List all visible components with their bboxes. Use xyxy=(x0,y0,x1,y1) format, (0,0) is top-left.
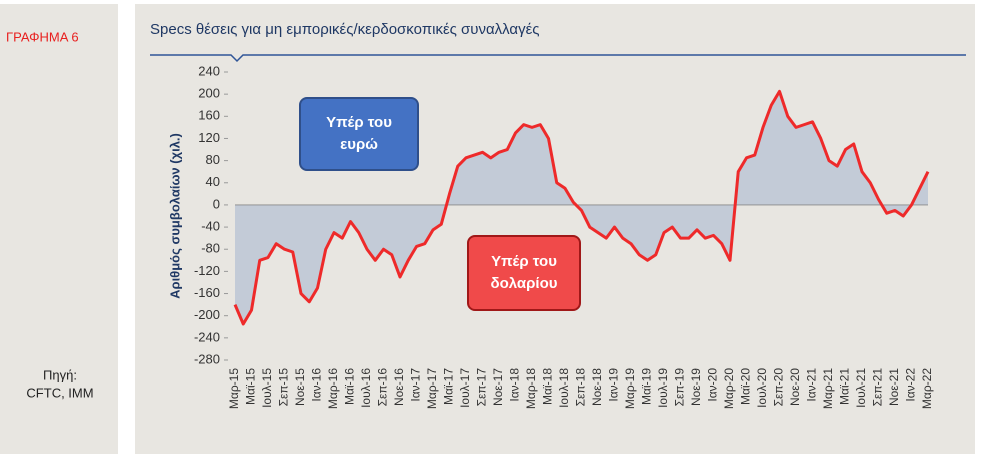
x-tick-label: Μαϊ-21 xyxy=(838,368,852,405)
y-tick-label: 240 xyxy=(198,63,220,78)
x-tick-label: Νοε-19 xyxy=(689,368,703,406)
x-tick-label: Ιαν-18 xyxy=(508,368,522,402)
x-tick-label: Μαϊ-20 xyxy=(739,368,753,405)
annotation-text: δολαρίου xyxy=(491,275,558,292)
annotation-text: Υπέρ του xyxy=(491,253,557,270)
annotation-box xyxy=(467,235,581,311)
x-tick-label: Νοε-18 xyxy=(590,368,604,406)
x-tick-label: Σεπ-19 xyxy=(673,368,687,407)
annotation-text: ευρώ xyxy=(340,136,378,153)
title-rule xyxy=(150,54,966,63)
y-tick-label: 80 xyxy=(206,152,220,167)
y-tick-label: -40 xyxy=(201,219,220,234)
x-tick-label: Μαϊ-17 xyxy=(442,368,456,405)
y-tick-label: -280 xyxy=(194,351,220,366)
x-tick-label: Σεπ-17 xyxy=(475,368,489,407)
x-tick-label: Ιουλ-21 xyxy=(854,368,868,408)
y-tick-label: 200 xyxy=(198,86,220,101)
source: CFTC, IMM xyxy=(26,385,93,400)
y-tick-label: 40 xyxy=(206,174,220,189)
x-tick-label: Μαϊ-15 xyxy=(244,368,258,405)
area xyxy=(235,91,928,324)
x-tick-label: Ιουλ-17 xyxy=(458,368,472,408)
x-tick-label: Σεπ-16 xyxy=(376,368,390,407)
x-tick-label: Ιαν-17 xyxy=(409,368,423,402)
source: Πηγή: xyxy=(43,367,77,382)
x-tick-label: Μαρ-17 xyxy=(425,368,439,409)
x-tick-label: Ιουλ-16 xyxy=(359,368,373,408)
line xyxy=(233,89,930,326)
x-tick-label: Μαρ-16 xyxy=(326,368,340,409)
chart-title: Specs θέσεις για μη εμπορικές/κερδοσκοπι… xyxy=(150,21,540,38)
x-tick-label: Μαϊ-16 xyxy=(343,368,357,405)
y-tick-label: 0 xyxy=(213,196,220,211)
x-tick-label: Σεπ-15 xyxy=(277,368,291,407)
x-tick-label: Μαρ-18 xyxy=(524,368,538,409)
x-tick-label: Μαρ-15 xyxy=(227,368,241,409)
x-tick-label: Σεπ-20 xyxy=(772,368,786,407)
x-tick-label: Ιαν-22 xyxy=(904,368,918,402)
side-panel xyxy=(0,4,118,454)
x-tick-label: Νοε-20 xyxy=(788,368,802,406)
x-tick-label: Σεπ-21 xyxy=(871,368,885,407)
annotation-text: Υπέρ του xyxy=(326,114,392,131)
x-tick-label: Ιουλ-19 xyxy=(656,368,670,408)
x-tick-label: Μαϊ-18 xyxy=(541,368,555,405)
x-tick-label: Ιαν-21 xyxy=(805,368,819,402)
x-tick-label: Νοε-17 xyxy=(491,368,505,406)
y-tick-label: -200 xyxy=(194,307,220,322)
y-tick-label: -80 xyxy=(201,241,220,256)
y-tick-label: -240 xyxy=(194,329,220,344)
y-tick-label: 160 xyxy=(198,108,220,123)
x-tick-label: Ιουλ-15 xyxy=(260,368,274,408)
y-tick-label: -160 xyxy=(194,285,220,300)
x-tick-label: Ιαν-20 xyxy=(706,368,720,402)
x-tick-label: Νοε-16 xyxy=(392,368,406,406)
x-tick-label: Ιαν-19 xyxy=(607,368,621,402)
x-tick-label: Μαϊ-19 xyxy=(640,368,654,405)
x-tick-label: Μαρ-22 xyxy=(920,368,934,409)
y-tick-label: 120 xyxy=(198,130,220,145)
x-tick-label: Ιουλ-18 xyxy=(557,368,571,408)
x-tick-label: Νοε-21 xyxy=(887,368,901,406)
y-tick-label: -120 xyxy=(194,263,220,278)
x-tick-label: Ιαν-16 xyxy=(310,368,324,402)
y-axis-label: Αριθμός συμβολαίων (χιλ.) xyxy=(167,133,182,299)
figure-label: ΓΡΑΦΗΜΑ 6 xyxy=(6,29,79,44)
x-tick-label: Μαρ-20 xyxy=(722,368,736,409)
x-tick-label: Ιουλ-20 xyxy=(755,368,769,408)
x-tick-label: Μαρ-21 xyxy=(821,368,835,409)
x-tick-label: Νοε-15 xyxy=(293,368,307,406)
annotation-box xyxy=(299,97,419,171)
x-tick-label: Μαρ-19 xyxy=(623,368,637,409)
x-tick-label: Σεπ-18 xyxy=(574,368,588,407)
